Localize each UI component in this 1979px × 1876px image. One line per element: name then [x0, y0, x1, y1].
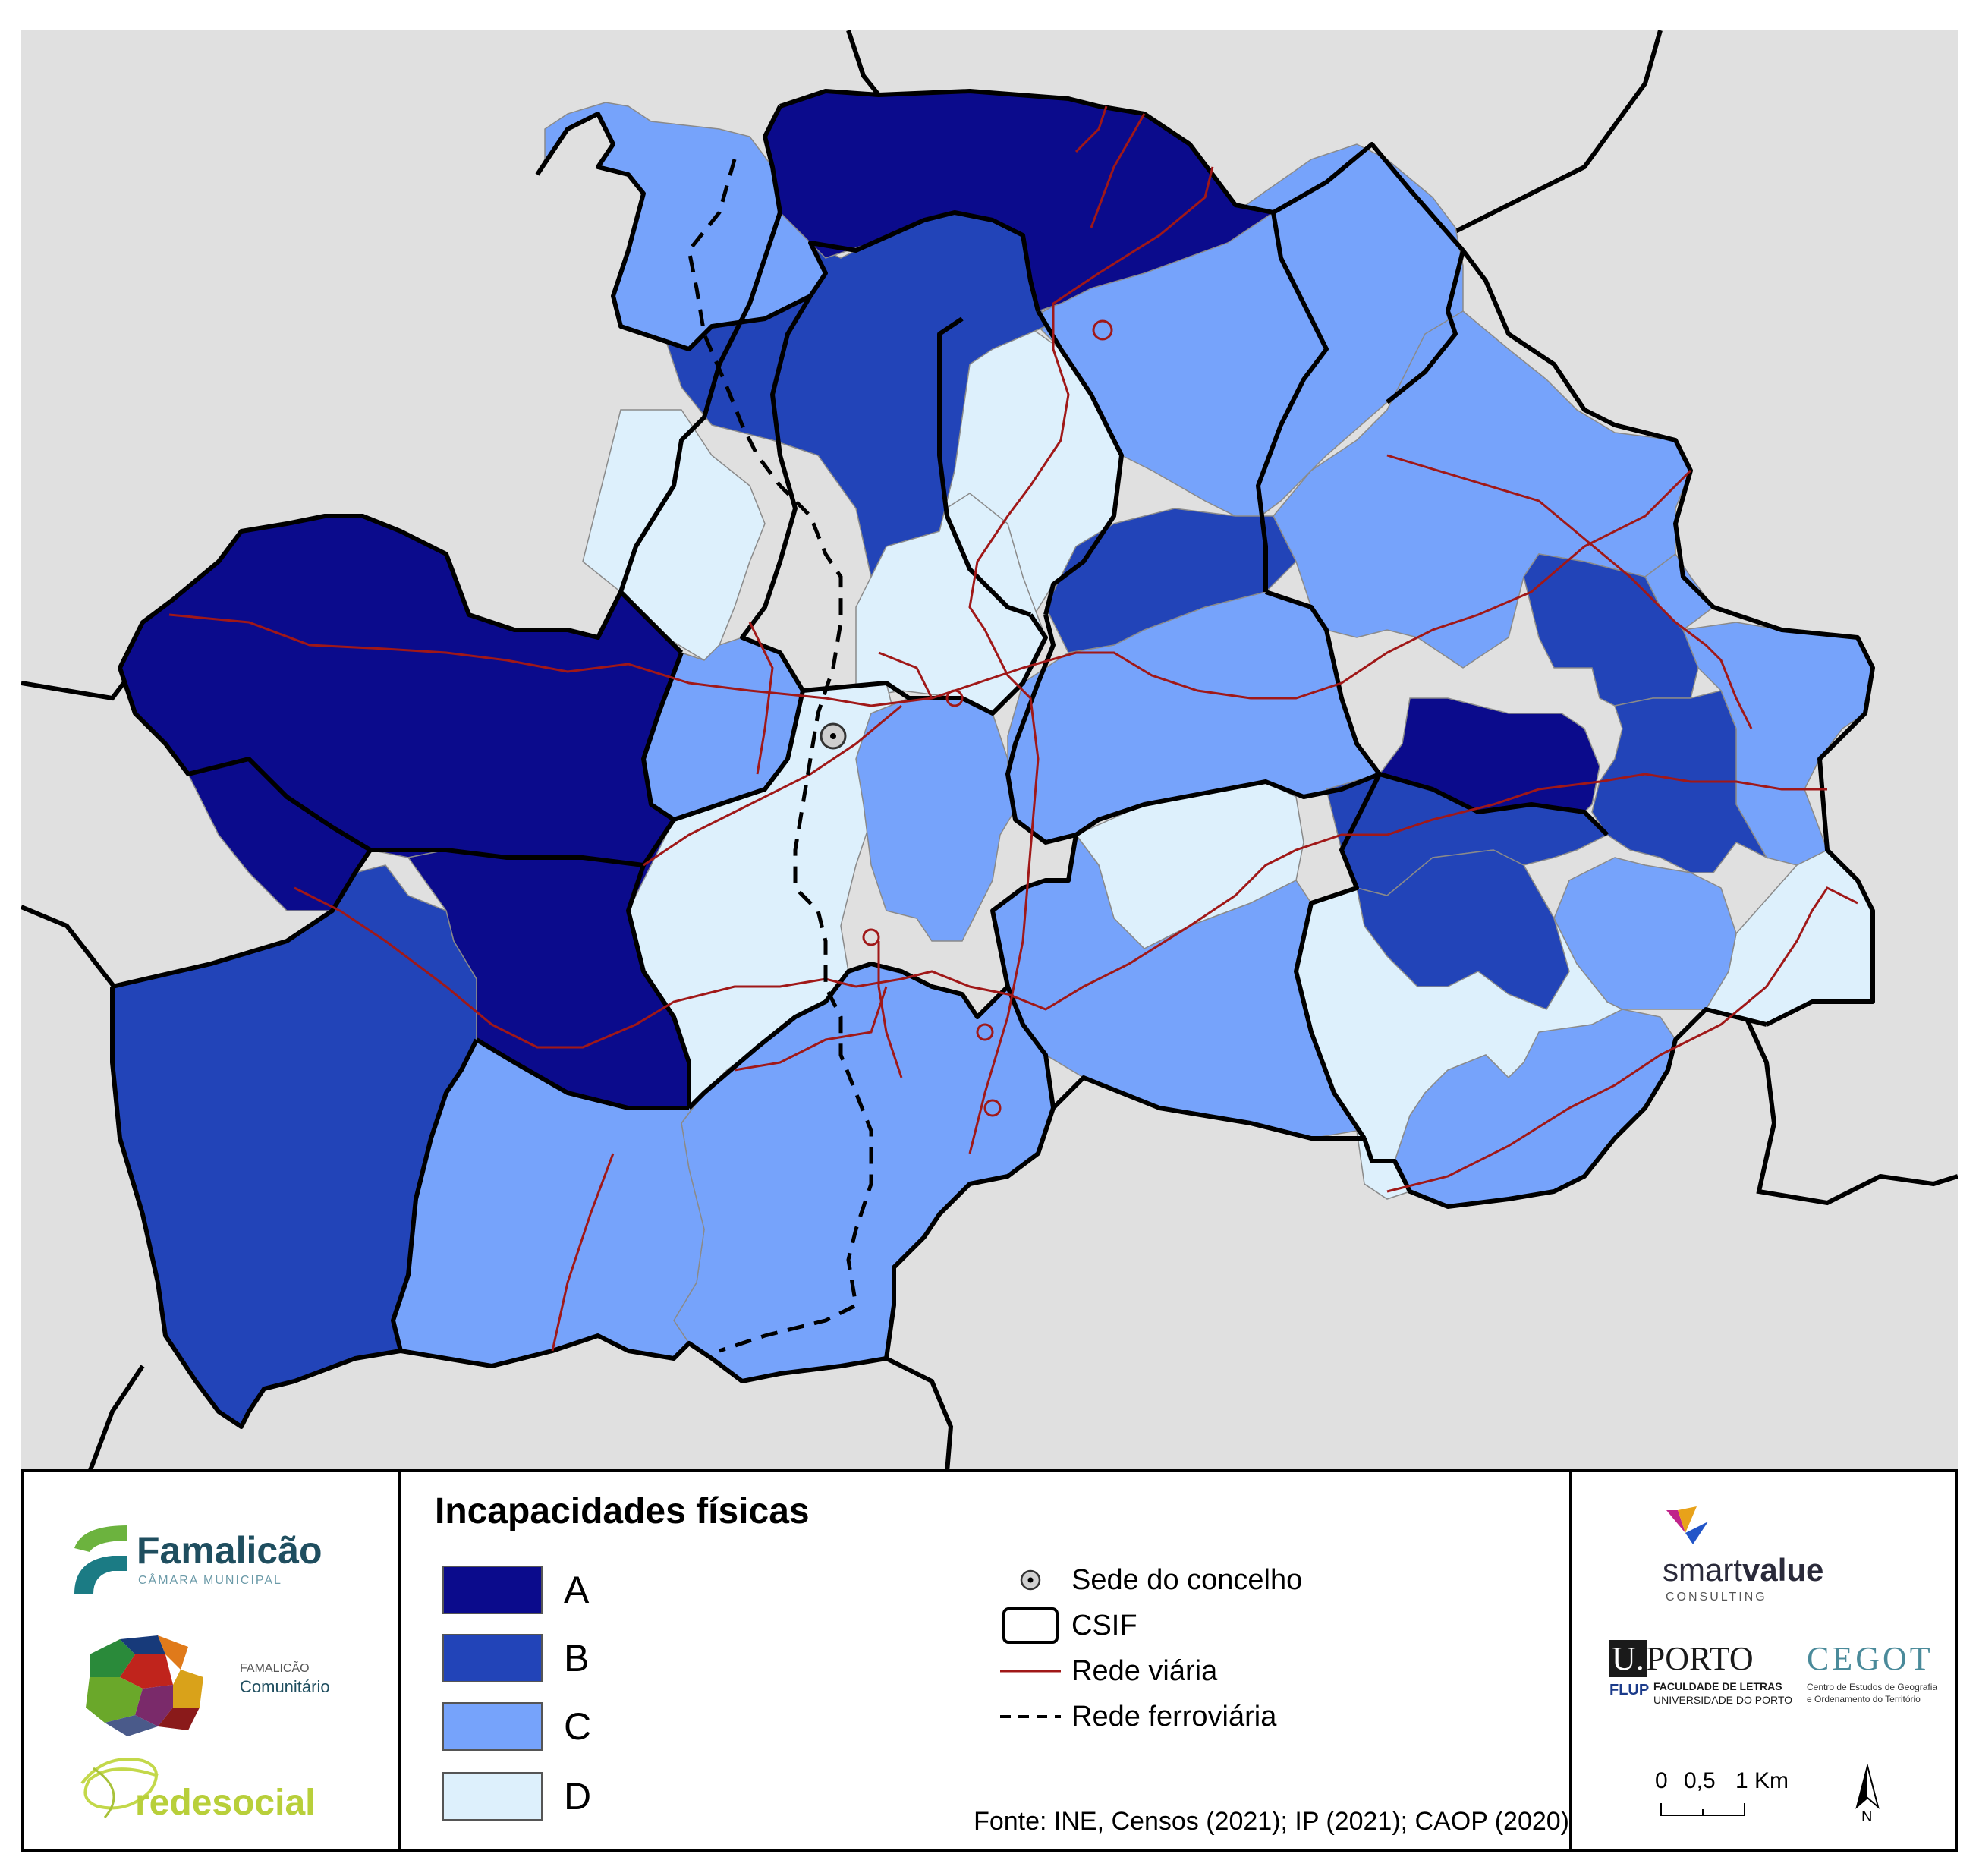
uporto-name: PORTO — [1646, 1640, 1754, 1677]
legend-seat: Sede do concelho — [1000, 1559, 1302, 1601]
csif-label: CSIF — [1071, 1609, 1137, 1642]
railway-line — [687, 159, 873, 1353]
road-label: Rede viária — [1071, 1654, 1218, 1687]
uporto-flup: FLUP — [1609, 1682, 1650, 1698]
scale-label-1km: 1 Km — [1735, 1768, 1789, 1793]
road-line-icon — [1000, 1670, 1061, 1673]
redesocial-scribble-icon — [80, 1758, 159, 1818]
cegot-name: CEGOT — [1807, 1640, 1933, 1677]
source-note: Fonte: INE, Censos (2021); IP (2021); CA… — [974, 1807, 1569, 1836]
north-label: N — [1861, 1808, 1873, 1825]
partner-logos-right: smartvalue CONSULTING U.PORTO FLUP FACUL… — [1569, 1472, 1958, 1852]
uporto-line1: FACULDADE DE LETRAS — [1653, 1680, 1782, 1692]
csif-boundaries — [110, 89, 1875, 1429]
legend-class-a: A — [442, 1563, 589, 1616]
class-d-swatch — [442, 1772, 543, 1821]
map-canvas — [21, 30, 1958, 1472]
famalicao-name: Famalicão — [137, 1529, 322, 1572]
cegot-logo: CEGOT Centro de Estudos de Geografia e O… — [1807, 1639, 1959, 1715]
uporto-u: U. — [1609, 1640, 1647, 1677]
legend-csif: CSIF — [1000, 1604, 1137, 1647]
legend-railway: Rede ferroviária — [1000, 1695, 1276, 1738]
redesocial-name: redesocial — [135, 1783, 316, 1823]
boundary-box-icon — [1002, 1607, 1059, 1644]
legend-content: Incapacidades físicas A B C D Sede do co… — [401, 1472, 1592, 1852]
smartvalue-part2: value — [1742, 1552, 1824, 1588]
famalicao-emblem-icon — [74, 1525, 127, 1594]
legend-class-c: C — [442, 1700, 591, 1753]
legend-panel: Famalicão CÂMARA MUNICIPAL FAMALICÃO Com… — [21, 1469, 1958, 1852]
seat-icon — [1020, 1569, 1041, 1591]
scale-label-half: 0,5 — [1684, 1768, 1716, 1793]
cegot-line2: e Ordenamento do Território — [1807, 1694, 1921, 1704]
famalicao-logo: Famalicão CÂMARA MUNICIPAL — [67, 1518, 370, 1601]
smartvalue-part1: smart — [1663, 1552, 1742, 1588]
partner-logos-left: Famalicão CÂMARA MUNICIPAL FAMALICÃO Com… — [21, 1472, 401, 1852]
north-arrow: N — [1852, 1763, 1890, 1833]
smartvalue-logo: smartvalue CONSULTING — [1663, 1503, 1890, 1604]
smartvalue-mark-icon — [1666, 1506, 1708, 1544]
legend-class-d: D — [442, 1770, 591, 1823]
redesocial-logo: redesocial — [74, 1745, 378, 1837]
road-interchanges — [862, 319, 1113, 1117]
railway-dash-icon — [1000, 1715, 1061, 1718]
famalicao-comunitario-logo: FAMALICÃO Comunitário — [74, 1624, 378, 1738]
comunitario-top: FAMALICÃO — [240, 1662, 310, 1675]
class-c-label: C — [564, 1705, 592, 1748]
parish-mosaic-icon — [86, 1635, 203, 1736]
class-a-label: A — [564, 1569, 590, 1611]
parishes — [112, 90, 1874, 1428]
comunitario-name: Comunitário — [240, 1677, 330, 1696]
legend-title: Incapacidades físicas — [435, 1491, 810, 1531]
class-b-label: B — [564, 1637, 590, 1679]
railway-label: Rede ferroviária — [1071, 1700, 1277, 1733]
scale-bar: 0 0,5 1 Km — [1655, 1768, 1807, 1829]
class-a-swatch — [442, 1566, 543, 1614]
class-b-swatch — [442, 1634, 543, 1682]
legend-class-b: B — [442, 1632, 589, 1685]
seat-label: Sede do concelho — [1071, 1563, 1303, 1596]
scale-label-0: 0 — [1655, 1768, 1668, 1793]
uporto-logo: U.PORTO FLUP FACULDADE DE LETRAS UNIVERS… — [1609, 1639, 1792, 1715]
road-network — [168, 105, 1858, 1352]
municipality-seat-icon — [820, 722, 847, 750]
uporto-line2: UNIVERSIDADE DO PORTO — [1653, 1694, 1793, 1706]
class-d-label: D — [564, 1775, 592, 1818]
class-c-swatch — [442, 1702, 543, 1751]
scale-bar-icon — [1660, 1803, 1745, 1816]
famalicao-subtitle: CÂMARA MUNICIPAL — [138, 1574, 282, 1587]
north-arrow-icon — [1855, 1763, 1880, 1809]
legend-road: Rede viária — [1000, 1650, 1217, 1692]
smartvalue-subtitle: CONSULTING — [1666, 1591, 1767, 1604]
cegot-line1: Centro de Estudos de Geografia — [1807, 1682, 1938, 1692]
